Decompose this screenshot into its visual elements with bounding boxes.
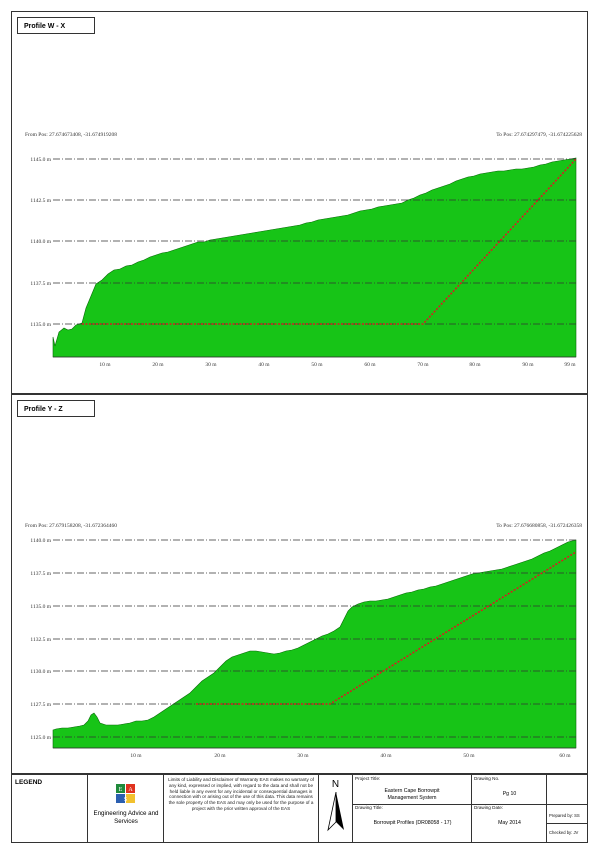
- profile-panel-wx: Profile W - X From Pos: 27.674673408, -3…: [11, 11, 588, 394]
- y-axis-label: 1130.0 m: [30, 669, 51, 675]
- drawing-title-label: Drawing Title:: [355, 805, 383, 810]
- project-title: Eastern Cape Borrowpit Management System: [384, 788, 440, 801]
- disclaimer-text: Limits of Liability and Disclaimer of Wa…: [168, 777, 314, 811]
- design-level-line: [196, 551, 577, 705]
- project-cell: Project Title: Eastern Cape Borrowpit Ma…: [352, 775, 472, 842]
- terrain-area: [52, 539, 577, 749]
- design-level-line: [82, 158, 577, 325]
- x-axis-label: 10 m: [130, 753, 142, 759]
- x-axis-label: 90 m: [522, 362, 534, 368]
- x-axis-label: 99 m: [564, 362, 576, 368]
- to-position: To Pos: 27.674297479, -31.674225628: [496, 132, 582, 138]
- x-axis-label: 40 m: [380, 753, 392, 759]
- drawing-date-label: Drawing Date:: [474, 805, 504, 810]
- north-label: N: [331, 779, 340, 790]
- y-axis-label: 1127.5 m: [30, 702, 51, 708]
- y-axis-label: 1135.0 m: [30, 322, 51, 328]
- y-axis-label: 1137.5 m: [30, 571, 51, 577]
- terrain-area: [52, 157, 577, 358]
- north-arrow-icon: [327, 792, 344, 832]
- company-cell: E A S Engineering Advice and Services: [87, 775, 163, 842]
- x-axis-label: 20 m: [214, 753, 226, 759]
- checked-by: Checked by: JV: [549, 830, 579, 835]
- profile-panel-yz: Profile Y - Z From Pos: 27.679158208, -3…: [11, 394, 588, 774]
- y-axis-label: 1132.5 m: [30, 637, 51, 643]
- y-axis-label: 1137.5 m: [30, 281, 51, 287]
- legend-label: LEGEND: [15, 779, 43, 786]
- drawing-info-cell: Drawing No. Pg 10 Drawing Date: May 2014: [471, 775, 547, 842]
- profile-title: Profile Y - Z: [17, 400, 95, 417]
- x-axis-label: 40 m: [258, 362, 270, 368]
- drawing-title: Borrowpit Profiles (DR08058 - 17): [373, 820, 452, 826]
- drawing-no: Pg 10: [502, 791, 517, 797]
- drawing-date: May 2014: [498, 820, 521, 826]
- y-axis-label: 1142.5 m: [30, 198, 51, 204]
- y-axis-label: 1140.0 m: [30, 239, 51, 245]
- x-axis-label: 50 m: [311, 362, 323, 368]
- x-axis-label: 80 m: [469, 362, 481, 368]
- y-axis-label: 1125.0 m: [30, 735, 51, 741]
- title-block: LEGEND E A S Engineering Advice and Serv…: [11, 774, 588, 843]
- x-axis-label: 60 m: [559, 753, 571, 759]
- x-axis-label: 60 m: [364, 362, 376, 368]
- x-axis-label: 30 m: [205, 362, 217, 368]
- y-axis-label: 1135.0 m: [30, 604, 51, 610]
- profile-title: Profile W - X: [17, 17, 95, 34]
- prepared-by: Prepared by: SS: [549, 813, 580, 818]
- from-position: From Pos: 27.679158208, -31.672364460: [25, 523, 117, 529]
- profile-chart-yz: 1140.0 m 1137.5 m 1135.0 m 1132.5 m 1130…: [30, 538, 577, 759]
- svg-text:A: A: [128, 787, 133, 793]
- profile-chart-wx: 1145.0 m 1142.5 m 1140.0 m 1137.5 m 1135…: [30, 157, 577, 368]
- x-axis-label: 30 m: [297, 753, 309, 759]
- svg-text:E: E: [119, 787, 123, 793]
- company-name: Engineering Advice and Services: [93, 810, 159, 825]
- x-axis-label: 70 m: [417, 362, 429, 368]
- x-axis-label: 50 m: [463, 753, 475, 759]
- svg-text:S: S: [124, 797, 127, 803]
- x-axis-label: 10 m: [99, 362, 111, 368]
- to-position: To Pos: 27.676680858, -31.672426358: [496, 523, 582, 529]
- y-axis-label: 1145.0 m: [30, 157, 51, 163]
- drawing-no-label: Drawing No.: [474, 776, 500, 781]
- x-axis-label: 20 m: [152, 362, 164, 368]
- disclaimer-cell: Limits of Liability and Disclaimer of Wa…: [163, 775, 318, 842]
- y-axis-label: 1140.0 m: [30, 538, 51, 544]
- from-position: From Pos: 27.674673408, -31.674919208: [25, 132, 117, 138]
- company-logo: E A S: [116, 784, 135, 803]
- signoff-cell: Prepared by: SS Checked by: JV: [546, 775, 588, 842]
- project-title-label: Project Title:: [355, 776, 381, 781]
- grid-lines: [53, 539, 576, 738]
- north-arrow-cell: N: [318, 775, 352, 842]
